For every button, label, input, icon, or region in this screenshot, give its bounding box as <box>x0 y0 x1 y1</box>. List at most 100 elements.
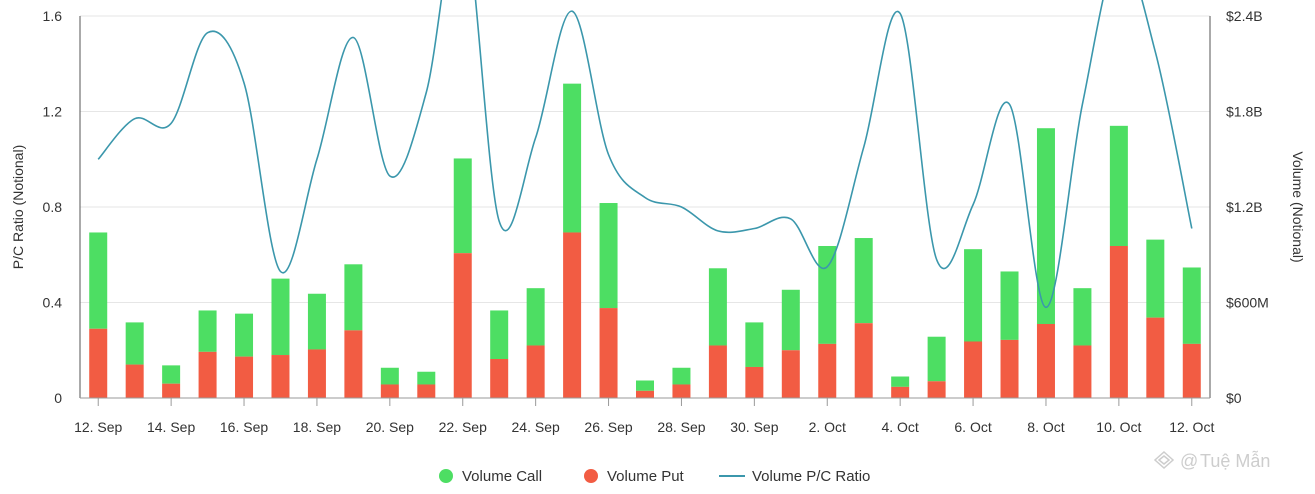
legend-label-volume-pc-ratio: Volume P/C Ratio <box>752 468 870 485</box>
bar-volume-put-16-sep[interactable] <box>235 356 254 398</box>
y-right-tick-label: $1.2B <box>1226 199 1263 215</box>
bar-volume-put-10-oct[interactable] <box>1109 245 1128 398</box>
y-left-tick-label: 0.4 <box>43 295 63 311</box>
tick-labels: 0 0.4 0.8 1.2 1.6 $0 $600M $1.2B $1.8B $2.4B 12. S… <box>43 8 1269 435</box>
bar-volume-call-8-oct[interactable] <box>1036 128 1055 324</box>
bar-volume-put-14-sep[interactable] <box>162 383 181 398</box>
bar-volume-call-2-oct[interactable] <box>818 245 837 344</box>
legend: Volume Call Volume Put Volume P/C Ratio <box>439 468 870 485</box>
legend-marker-volume-put <box>584 469 598 483</box>
bar-volume-call-15-sep[interactable] <box>198 310 217 352</box>
x-tick-label: 26. Sep <box>584 419 632 435</box>
bar-volume-call-23-sep[interactable] <box>490 310 509 360</box>
bar-volume-put-9-oct[interactable] <box>1073 345 1092 398</box>
bar-volume-call-29-sep[interactable] <box>708 268 727 346</box>
legend-item-volume-put[interactable]: Volume Put <box>584 468 685 485</box>
bar-volume-call-30-sep[interactable] <box>745 322 764 367</box>
x-tick-label: 6. Oct <box>954 419 991 435</box>
bar-volume-put-12-sep[interactable] <box>89 328 108 398</box>
bar-volume-call-9-oct[interactable] <box>1073 288 1092 346</box>
bar-volume-call-16-sep[interactable] <box>235 313 254 357</box>
bar-volume-call-4-oct[interactable] <box>891 376 910 387</box>
legend-label-volume-call: Volume Call <box>462 468 542 485</box>
bar-volume-call-20-sep[interactable] <box>380 367 399 385</box>
x-tick-label: 10. Oct <box>1096 419 1141 435</box>
legend-item-volume-pc-ratio[interactable]: Volume P/C Ratio <box>719 468 870 485</box>
y-right-tick-label: $0 <box>1226 390 1242 406</box>
bar-volume-put-2-oct[interactable] <box>818 343 837 398</box>
bar-volume-call-13-sep[interactable] <box>125 322 144 365</box>
bar-volume-call-6-oct[interactable] <box>964 249 983 342</box>
bar-volume-call-14-sep[interactable] <box>162 365 181 384</box>
watermark-symbol: @ <box>1180 451 1198 471</box>
y-right-tick-label: $600M <box>1226 295 1269 311</box>
bar-volume-put-29-sep[interactable] <box>708 345 727 398</box>
line-volume-pc-ratio[interactable] <box>97 0 1193 309</box>
bar-volume-call-19-sep[interactable] <box>344 264 363 331</box>
bar-volume-put-21-sep[interactable] <box>417 384 436 398</box>
bar-volume-put-17-sep[interactable] <box>271 355 290 398</box>
bar-volume-put-19-sep[interactable] <box>344 330 363 398</box>
bar-volume-put-1-oct[interactable] <box>781 350 800 398</box>
y-left-tick-label: 0.8 <box>43 199 63 215</box>
bar-volume-put-5-oct[interactable] <box>927 381 946 398</box>
bar-volume-call-27-sep[interactable] <box>636 380 654 391</box>
bar-volume-call-18-sep[interactable] <box>307 293 326 350</box>
x-tick-label: 18. Sep <box>293 419 341 435</box>
bar-volume-call-28-sep[interactable] <box>672 367 691 385</box>
bar-volume-put-15-sep[interactable] <box>198 351 217 398</box>
bar-volume-call-22-sep[interactable] <box>453 158 472 254</box>
legend-item-volume-call[interactable]: Volume Call <box>439 468 542 485</box>
bar-volume-put-27-sep[interactable] <box>636 390 654 398</box>
bar-volume-call-12-oct[interactable] <box>1182 267 1201 344</box>
bar-volume-call-10-oct[interactable] <box>1109 125 1128 246</box>
diamond-logo-icon <box>1153 450 1175 470</box>
bar-series <box>89 83 1201 398</box>
bar-volume-put-13-sep[interactable] <box>125 364 144 398</box>
bar-volume-call-24-sep[interactable] <box>526 288 545 346</box>
x-tick-label: 2. Oct <box>809 419 846 435</box>
bar-volume-call-5-oct[interactable] <box>927 336 946 382</box>
bar-volume-put-4-oct[interactable] <box>891 386 910 398</box>
bar-volume-put-23-sep[interactable] <box>490 359 509 398</box>
x-tick-label: 20. Sep <box>366 419 414 435</box>
bar-volume-put-11-oct[interactable] <box>1146 317 1165 398</box>
y-axis-left-title: P/C Ratio (Notional) <box>10 145 26 270</box>
axes <box>79 16 1211 399</box>
bar-volume-put-28-sep[interactable] <box>672 384 691 398</box>
bar-volume-call-25-sep[interactable] <box>563 83 582 233</box>
bar-volume-put-22-sep[interactable] <box>453 253 472 398</box>
x-tick-label: 12. Oct <box>1169 419 1214 435</box>
bar-volume-put-7-oct[interactable] <box>1000 339 1019 398</box>
bar-volume-put-24-sep[interactable] <box>526 345 545 398</box>
bar-volume-put-18-sep[interactable] <box>307 349 326 398</box>
legend-label-volume-put: Volume Put <box>607 468 685 485</box>
bar-volume-put-25-sep[interactable] <box>563 232 582 398</box>
x-tick-label: 24. Sep <box>512 419 560 435</box>
bar-volume-put-12-oct[interactable] <box>1182 343 1201 398</box>
x-tick-label: 12. Sep <box>74 419 122 435</box>
watermark: @ Tuệ Mẫn <box>1153 450 1270 471</box>
bar-volume-call-3-oct[interactable] <box>854 238 873 324</box>
bar-volume-call-17-sep[interactable] <box>271 278 290 356</box>
bar-volume-put-26-sep[interactable] <box>599 308 618 398</box>
y-right-tick-label: $2.4B <box>1226 8 1263 24</box>
bar-volume-call-12-sep[interactable] <box>89 232 108 329</box>
bar-volume-call-26-sep[interactable] <box>599 203 618 309</box>
x-tick-label: 16. Sep <box>220 419 268 435</box>
x-tick-label: 22. Sep <box>439 419 487 435</box>
bar-volume-call-7-oct[interactable] <box>1000 271 1019 340</box>
x-tick-label: 28. Sep <box>657 419 705 435</box>
bar-volume-put-3-oct[interactable] <box>854 323 873 398</box>
bar-volume-put-30-sep[interactable] <box>745 366 764 398</box>
watermark-text: Tuệ Mẫn <box>1200 450 1270 471</box>
bar-volume-put-6-oct[interactable] <box>964 341 983 398</box>
bar-volume-call-21-sep[interactable] <box>417 371 436 385</box>
bar-volume-call-11-oct[interactable] <box>1146 239 1165 318</box>
bar-volume-put-20-sep[interactable] <box>380 384 399 398</box>
bar-volume-call-1-oct[interactable] <box>781 289 800 351</box>
bar-volume-put-8-oct[interactable] <box>1036 323 1055 398</box>
y-left-tick-label: 0 <box>54 390 62 406</box>
